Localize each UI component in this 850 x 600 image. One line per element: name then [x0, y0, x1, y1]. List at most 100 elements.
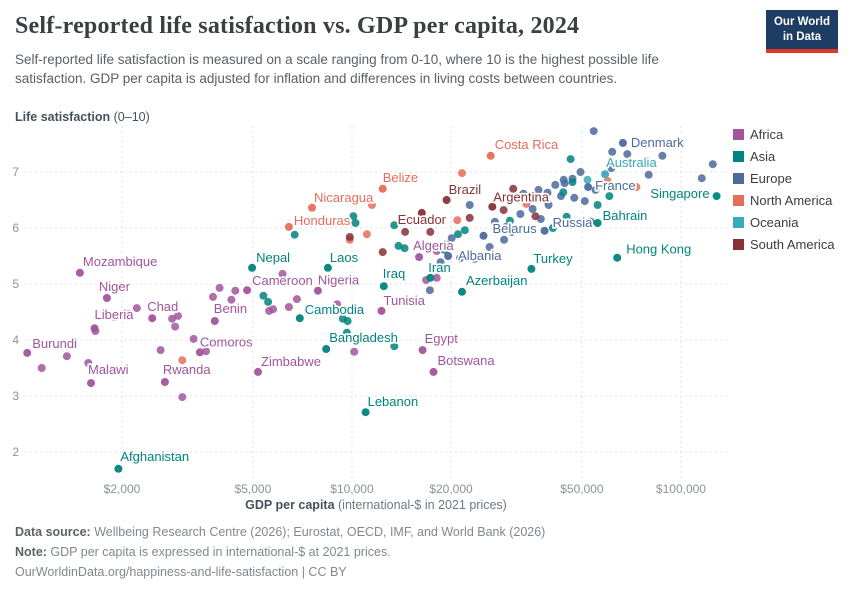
- data-point-bangladesh[interactable]: [322, 345, 331, 353]
- data-point[interactable]: [84, 359, 93, 367]
- legend-item-asia[interactable]: Asia: [733, 149, 835, 164]
- data-point[interactable]: [215, 283, 224, 292]
- data-point-turkey[interactable]: [527, 264, 536, 273]
- data-point[interactable]: [447, 234, 456, 243]
- data-point[interactable]: [583, 175, 592, 184]
- data-point-afghanistan[interactable]: [114, 464, 123, 473]
- data-point[interactable]: [425, 286, 434, 295]
- data-point[interactable]: [509, 184, 518, 193]
- data-point-mozambique[interactable]: [75, 268, 84, 277]
- data-point[interactable]: [284, 303, 293, 311]
- data-point[interactable]: [607, 164, 616, 173]
- data-point-belarus[interactable]: [479, 231, 488, 240]
- data-point[interactable]: [570, 193, 579, 202]
- data-point[interactable]: [623, 150, 632, 159]
- data-point[interactable]: [189, 334, 198, 343]
- data-point[interactable]: [342, 328, 351, 337]
- data-point[interactable]: [156, 346, 165, 355]
- data-point[interactable]: [394, 241, 403, 250]
- data-point[interactable]: [333, 300, 342, 309]
- data-point[interactable]: [562, 212, 571, 221]
- data-point-bahrain[interactable]: [593, 219, 602, 227]
- data-point[interactable]: [178, 393, 187, 402]
- data-point-azerbaijan[interactable]: [458, 287, 466, 296]
- data-point[interactable]: [580, 197, 589, 206]
- data-point[interactable]: [632, 183, 641, 192]
- data-point[interactable]: [522, 199, 531, 208]
- data-point-algeria[interactable]: [415, 253, 424, 262]
- data-point[interactable]: [345, 233, 354, 241]
- data-point-hong-kong[interactable]: [613, 253, 622, 262]
- data-point[interactable]: [470, 254, 479, 263]
- data-point[interactable]: [507, 227, 516, 236]
- data-point[interactable]: [593, 201, 602, 209]
- data-point-malawi[interactable]: [87, 379, 95, 388]
- data-point[interactable]: [231, 286, 240, 295]
- data-point[interactable]: [367, 201, 376, 209]
- data-point-denmark[interactable]: [618, 138, 627, 147]
- data-point[interactable]: [209, 292, 217, 301]
- legend-item-south-america[interactable]: South America: [733, 237, 835, 252]
- data-point[interactable]: [432, 247, 441, 255]
- data-point[interactable]: [265, 306, 274, 315]
- data-point[interactable]: [259, 291, 268, 300]
- data-point[interactable]: [456, 254, 464, 263]
- data-point-nicaragua[interactable]: [308, 203, 316, 212]
- data-point-brazil[interactable]: [442, 196, 451, 204]
- data-point[interactable]: [591, 185, 600, 194]
- data-point[interactable]: [566, 155, 575, 164]
- data-point[interactable]: [516, 210, 525, 218]
- data-point-egypt[interactable]: [418, 346, 427, 355]
- data-point[interactable]: [227, 295, 236, 304]
- data-point[interactable]: [62, 352, 71, 361]
- data-point-singapore[interactable]: [712, 192, 721, 201]
- data-point[interactable]: [378, 248, 387, 257]
- data-point[interactable]: [485, 243, 494, 251]
- data-point[interactable]: [362, 230, 371, 239]
- data-point[interactable]: [37, 364, 46, 372]
- data-point[interactable]: [500, 235, 509, 244]
- data-point-iraq[interactable]: [379, 282, 388, 291]
- data-point[interactable]: [708, 160, 717, 169]
- data-point-botswana[interactable]: [429, 367, 438, 376]
- data-point[interactable]: [534, 185, 543, 194]
- data-point[interactable]: [178, 356, 187, 365]
- data-point[interactable]: [465, 213, 474, 222]
- data-point-benin[interactable]: [210, 317, 219, 325]
- data-point-laos[interactable]: [323, 263, 332, 272]
- legend-item-north-america[interactable]: North America: [733, 193, 835, 208]
- data-point-ecuador[interactable]: [417, 208, 426, 217]
- data-point[interactable]: [527, 193, 536, 202]
- data-point-zimbabwe[interactable]: [254, 367, 262, 376]
- data-point[interactable]: [440, 245, 449, 254]
- data-point-niger[interactable]: [102, 294, 111, 302]
- data-point[interactable]: [350, 347, 359, 356]
- data-point[interactable]: [576, 168, 585, 176]
- data-point-australia[interactable]: [601, 170, 610, 179]
- data-point[interactable]: [343, 317, 352, 325]
- data-point[interactable]: [390, 221, 399, 230]
- data-point[interactable]: [432, 273, 441, 282]
- data-point-costa-rica[interactable]: [486, 151, 495, 160]
- data-point[interactable]: [542, 196, 551, 204]
- data-point[interactable]: [125, 309, 133, 318]
- data-point-france[interactable]: [584, 183, 593, 192]
- data-point[interactable]: [505, 216, 514, 225]
- data-point[interactable]: [436, 258, 445, 267]
- data-point[interactable]: [589, 127, 598, 136]
- data-point-liberia[interactable]: [90, 324, 99, 333]
- data-point[interactable]: [644, 170, 653, 179]
- data-point[interactable]: [531, 212, 540, 221]
- data-point[interactable]: [568, 178, 577, 187]
- legend-item-africa[interactable]: Africa: [733, 127, 835, 142]
- data-point[interactable]: [528, 205, 537, 213]
- data-point[interactable]: [697, 174, 706, 183]
- data-point[interactable]: [458, 169, 466, 178]
- data-point[interactable]: [543, 188, 552, 197]
- data-point-argentina[interactable]: [488, 202, 497, 211]
- data-point-lebanon[interactable]: [361, 408, 370, 417]
- data-point[interactable]: [519, 189, 528, 198]
- data-point[interactable]: [426, 227, 435, 236]
- data-point[interactable]: [559, 175, 568, 184]
- data-point[interactable]: [264, 297, 273, 306]
